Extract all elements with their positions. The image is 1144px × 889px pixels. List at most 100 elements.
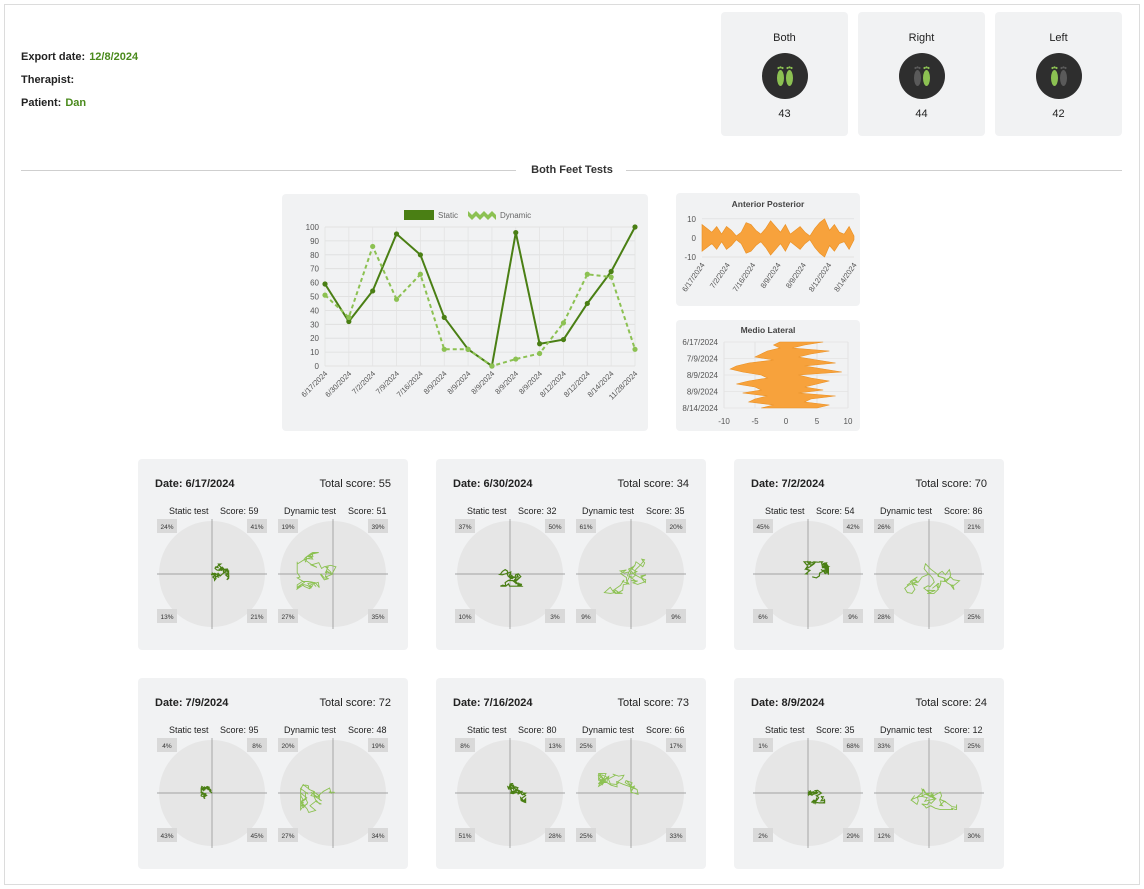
x-tick-label: 10 <box>844 417 853 426</box>
series-line-dynamic <box>324 243 636 368</box>
legend-swatch-dynamic <box>468 211 496 220</box>
y-tick-label: 8/9/2024 <box>687 371 719 380</box>
quadrant-percent: 4% <box>162 743 172 750</box>
sway-path <box>300 783 335 813</box>
dynamic-sway-plot: 61% 20% 9% 9% <box>576 519 686 629</box>
quadrant-percent: 19% <box>371 743 384 750</box>
quadrant-percent: 51% <box>458 833 471 840</box>
therapist-row: Therapist: <box>21 69 138 92</box>
x-tick-label: 8/9/2024 <box>759 261 783 290</box>
x-tick-label: 8/12/2024 <box>807 261 834 294</box>
data-point-dynamic <box>513 356 519 362</box>
quadrant-badge <box>843 519 863 533</box>
quadrant-percent: 35% <box>371 614 384 621</box>
quadrant-badge <box>666 738 686 752</box>
dynamic-test-label: Dynamic test <box>582 725 635 735</box>
sway-path <box>603 558 647 594</box>
quadrant-badge <box>753 828 773 842</box>
quadrant-percent: 9% <box>581 614 591 621</box>
x-tick-label: 8/9/2024 <box>445 369 472 396</box>
medio-lateral-chart: Medio Lateral -10 -5 0 5 10 6/17/2024 7/9/2024 8… <box>682 325 853 426</box>
quadrant-badge <box>455 738 475 752</box>
session-card[interactable]: Date: 6/17/2024 Total score: 55 Static tes… <box>138 459 408 650</box>
session-card[interactable]: Date: 7/9/2024 Total score: 72 Static test… <box>138 678 408 869</box>
session-card[interactable]: Date: 7/16/2024 Total score: 73 Static tes… <box>436 678 706 869</box>
ml-chart-panel: Medio Lateral -10 -5 0 5 10 6/17/2024 7/9/2024 8… <box>676 320 860 431</box>
quadrant-badge <box>545 609 565 623</box>
x-tick-label: 8/9/2024 <box>469 369 496 396</box>
session-card[interactable]: Date: 7/2/2024 Total score: 70 Static test… <box>734 459 1004 650</box>
quadrant-percent: 10% <box>458 614 471 621</box>
sway-path <box>910 787 958 811</box>
x-tick-label: 7/2/2024 <box>350 369 377 396</box>
session-total-score: Total score: 73 <box>617 697 689 709</box>
sway-path <box>210 563 230 582</box>
quadrant-badge <box>964 609 984 623</box>
quadrant-badge <box>753 738 773 752</box>
data-point-static <box>346 318 352 325</box>
data-point-static <box>537 341 543 347</box>
quadrant-badge <box>368 828 388 842</box>
foot-card-left[interactable]: Left 42 <box>995 12 1122 136</box>
data-point-static <box>370 288 376 294</box>
quadrant-percent: 29% <box>846 833 859 840</box>
export-date-value: 12/8/2024 <box>89 51 139 63</box>
y-tick-label: 10 <box>687 215 696 224</box>
quadrant-badge <box>843 738 863 752</box>
session-card[interactable]: Date: 8/9/2024 Total score: 24 Static test… <box>734 678 1004 869</box>
quadrant-percent: 42% <box>846 524 859 531</box>
session-date: Date: 7/16/2024 <box>453 697 533 709</box>
data-point-static <box>632 224 638 230</box>
quadrant-percent: 25% <box>579 833 592 840</box>
quadrant-badge <box>874 738 894 752</box>
y-tick-label: 70 <box>310 265 319 274</box>
quadrant-percent: 3% <box>550 614 560 621</box>
data-point-static <box>441 314 447 320</box>
x-tick-label: 8/9/2024 <box>422 369 449 396</box>
quadrant-percent: 21% <box>967 524 980 531</box>
data-point-static <box>584 300 590 307</box>
sway-path <box>807 789 826 805</box>
static-test-label: Static test <box>169 506 209 516</box>
data-point-dynamic <box>632 346 638 352</box>
quadrant-percent: 61% <box>579 524 592 531</box>
dynamic-test-score: Score: 51 <box>348 506 387 516</box>
data-point-dynamic <box>537 350 543 357</box>
data-point-static <box>393 231 400 237</box>
foot-card-right[interactable]: Right 44 <box>858 12 985 136</box>
foot-card-both[interactable]: Both 43 <box>721 12 848 136</box>
quadrant-badge <box>247 828 267 842</box>
dynamic-test-score: Score: 12 <box>944 725 983 735</box>
quadrant-percent: 28% <box>877 614 890 621</box>
quadrant-badge <box>278 609 298 623</box>
quadrant-percent: 33% <box>669 833 682 840</box>
legend-label-static: Static <box>438 211 458 220</box>
ml-chart-title: Medio Lateral <box>741 325 796 335</box>
quadrant-percent: 45% <box>250 833 263 840</box>
quadrant-percent: 25% <box>967 614 980 621</box>
quadrant-badge <box>545 828 565 842</box>
quadrant-badge <box>278 828 298 842</box>
quadrant-badge <box>666 519 686 533</box>
y-tick-label: 60 <box>310 279 319 288</box>
dynamic-test-score: Score: 86 <box>944 506 983 516</box>
session-total-score: Total score: 72 <box>319 697 391 709</box>
quadrant-percent: 17% <box>669 743 682 750</box>
static-test-score: Score: 32 <box>518 506 557 516</box>
x-tick-label: 7/16/2024 <box>395 369 425 399</box>
static-test-score: Score: 80 <box>518 725 557 735</box>
static-sway-plot: 24% 41% 13% 21% <box>157 519 267 629</box>
quadrant-percent: 27% <box>281 614 294 621</box>
quadrant-badge <box>157 519 177 533</box>
dynamic-sway-plot: 25% 17% 25% 33% <box>576 738 686 848</box>
data-point-static <box>608 268 614 275</box>
quadrant-percent: 30% <box>967 833 980 840</box>
quadrant-badge <box>368 519 388 533</box>
session-card[interactable]: Date: 6/30/2024 Total score: 34 Static tes… <box>436 459 706 650</box>
y-tick-label: 0 <box>692 234 697 243</box>
quadrant-badge <box>455 519 475 533</box>
x-tick-label: 7/16/2024 <box>731 261 758 294</box>
quadrant-badge <box>576 828 596 842</box>
x-tick-label: 0 <box>784 417 789 426</box>
patient-row: Patient: Dan <box>21 92 138 115</box>
